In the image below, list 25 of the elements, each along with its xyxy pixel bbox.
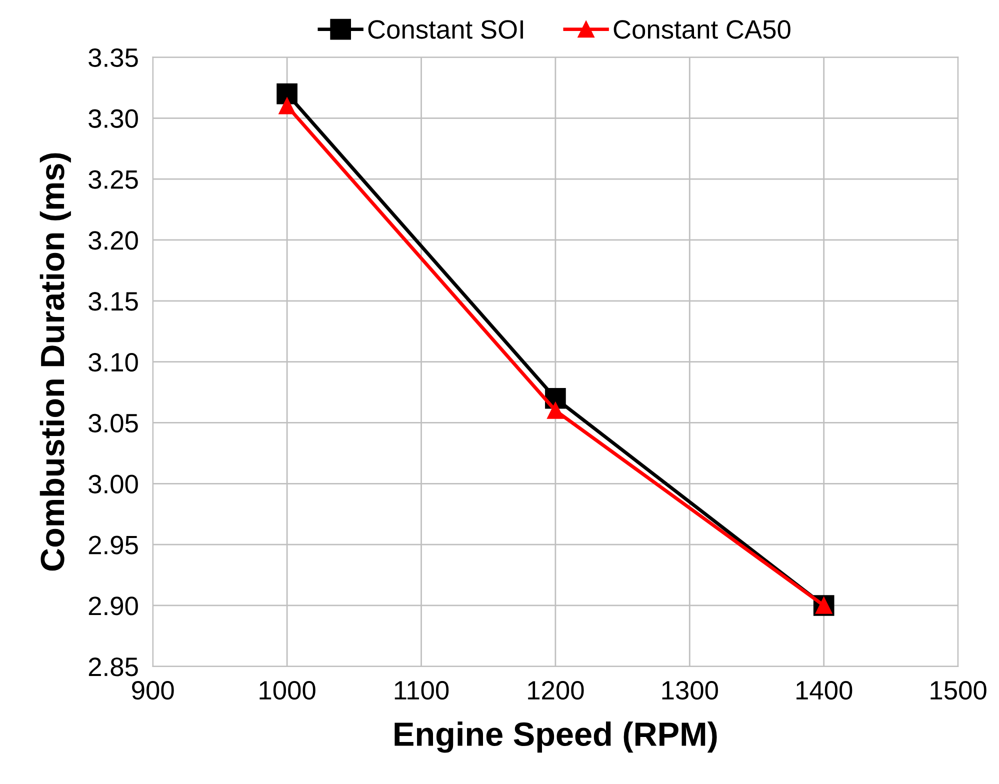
x-tick-label: 1000	[260, 680, 316, 700]
y-tick-label: 3.20	[88, 231, 138, 250]
legend-label: Constant CA50	[614, 20, 790, 39]
x-tick-label: 1200	[528, 680, 584, 700]
y-tick-label: 3.35	[88, 48, 138, 68]
y-axis-title: Combustion Duration (ms)	[40, 153, 71, 571]
legend-label: Constant SOI	[368, 20, 523, 39]
y-tick-label: 3.25	[88, 170, 138, 189]
point	[276, 83, 298, 104]
y-tick-label: 2.85	[88, 658, 138, 676]
x-tick-label: 1500	[930, 680, 986, 700]
y-tick-label: 3.15	[88, 292, 138, 311]
y-tick-label: 3.05	[88, 414, 138, 433]
y-tick-label: 2.95	[88, 536, 138, 554]
x-tick-label: 1300	[662, 680, 718, 700]
point	[547, 402, 564, 419]
y-tick-label: 3.10	[88, 352, 138, 372]
x-tick-label: 900	[132, 680, 174, 700]
x-tick-label: 1400	[796, 680, 852, 700]
x-axis-title: Engine Speed (RPM)	[394, 722, 717, 753]
point	[278, 98, 296, 114]
x-tick-label: 1100	[394, 680, 449, 700]
y-tick-label: 3.30	[88, 109, 138, 128]
y-tick-label: 2.90	[88, 596, 138, 616]
y-tick-label: 3.00	[88, 474, 138, 494]
